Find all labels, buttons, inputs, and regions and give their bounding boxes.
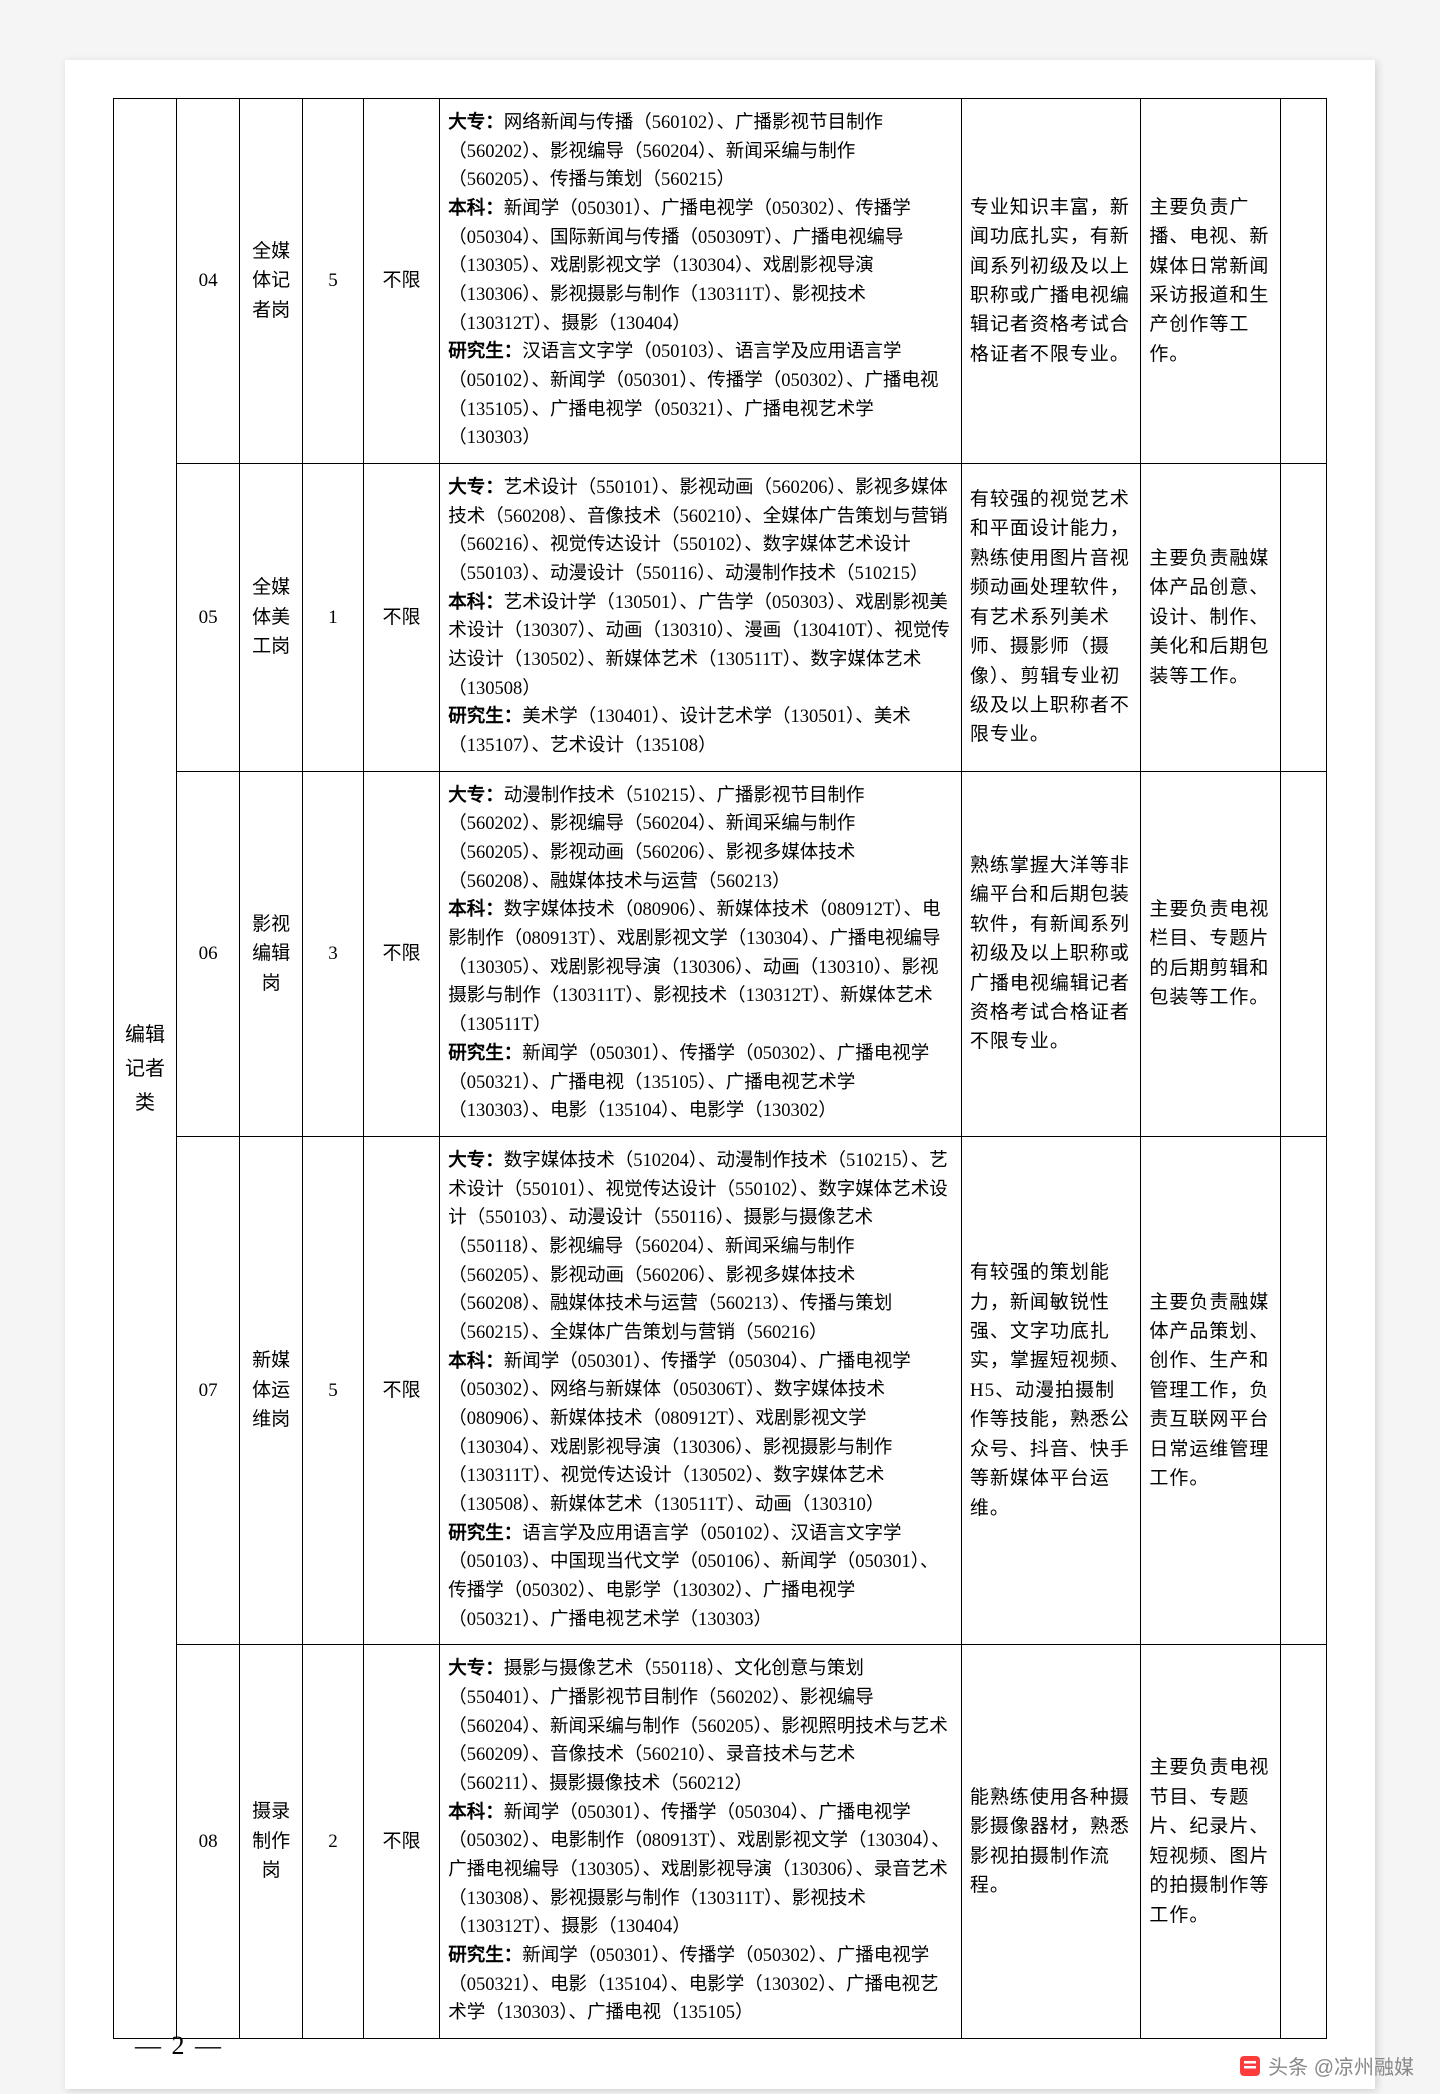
- num-cell: 1: [303, 464, 364, 772]
- num-cell: 3: [303, 771, 364, 1136]
- code-cell: 08: [177, 1645, 240, 2039]
- requirements-cell: 大专：动漫制作技术（510215）、广播影视节目制作（560202）、影视编导（…: [440, 771, 962, 1136]
- qualification-cell: 熟练掌握大洋等非编平台和后期包装软件，有新闻系列初级及以上职称或广播电视编辑记者…: [961, 771, 1141, 1136]
- empty-cell: [1280, 464, 1326, 772]
- source-watermark: 头条 @凉州融媒: [1238, 2051, 1414, 2080]
- requirements-cell: 大专：摄影与摄像艺术（550118）、文化创意与策划（550401）、广播影视节…: [440, 1645, 962, 2039]
- post-cell: 新媒体运维岗: [240, 1136, 303, 1644]
- num-cell: 2: [303, 1645, 364, 2039]
- duty-cell: 主要负责融媒体产品策划、创作、生产和管理工作，负责互联网平台日常运维管理工作。: [1141, 1136, 1280, 1644]
- qualification-cell: 能熟练使用各种摄影摄像器材，熟悉影视拍摄制作流程。: [961, 1645, 1141, 2039]
- empty-cell: [1280, 771, 1326, 1136]
- limit-cell: 不限: [363, 1645, 439, 2039]
- post-cell: 全媒体美工岗: [240, 464, 303, 772]
- code-cell: 06: [177, 771, 240, 1136]
- table-row: 07新媒体运维岗5不限大专：数字媒体技术（510204）、动漫制作技术（5102…: [114, 1136, 1327, 1644]
- table-row: 05全媒体美工岗1不限大专：艺术设计（550101）、影视动画（560206）、…: [114, 464, 1327, 772]
- num-cell: 5: [303, 99, 364, 464]
- watermark-text: 头条 @凉州融媒: [1268, 2051, 1414, 2080]
- post-cell: 摄录制作岗: [240, 1645, 303, 2039]
- qualification-cell: 有较强的视觉艺术和平面设计能力，熟练使用图片音视频动画处理软件，有艺术系列美术师…: [961, 464, 1141, 772]
- limit-cell: 不限: [363, 1136, 439, 1644]
- num-cell: 5: [303, 1136, 364, 1644]
- document-page: 编辑记者类04全媒体记者岗5不限大专：网络新闻与传播（560102）、广播影视节…: [65, 60, 1375, 2089]
- qualification-cell: 有较强的策划能力，新闻敏锐性强、文字功底扎实，掌握短视频、H5、动漫拍摄制作等技…: [961, 1136, 1141, 1644]
- code-cell: 04: [177, 99, 240, 464]
- limit-cell: 不限: [363, 771, 439, 1136]
- table-row: 06影视编辑岗3不限大专：动漫制作技术（510215）、广播影视节目制作（560…: [114, 771, 1327, 1136]
- recruitment-table: 编辑记者类04全媒体记者岗5不限大专：网络新闻与传播（560102）、广播影视节…: [113, 98, 1327, 2039]
- page-number: — 2 —: [135, 2031, 223, 2061]
- requirements-cell: 大专：网络新闻与传播（560102）、广播影视节目制作（560202）、影视编导…: [440, 99, 962, 464]
- empty-cell: [1280, 1136, 1326, 1644]
- duty-cell: 主要负责电视节目、专题片、纪录片、短视频、图片的拍摄制作等工作。: [1141, 1645, 1280, 2039]
- code-cell: 07: [177, 1136, 240, 1644]
- qualification-cell: 专业知识丰富，新闻功底扎实，有新闻系列初级及以上职称或广播电视编辑记者资格考试合…: [961, 99, 1141, 464]
- empty-cell: [1280, 1645, 1326, 2039]
- toutiao-icon: [1238, 2054, 1262, 2078]
- limit-cell: 不限: [363, 99, 439, 464]
- empty-cell: [1280, 99, 1326, 464]
- duty-cell: 主要负责电视栏目、专题片的后期剪辑和包装等工作。: [1141, 771, 1280, 1136]
- requirements-cell: 大专：艺术设计（550101）、影视动画（560206）、影视多媒体技术（560…: [440, 464, 962, 772]
- post-cell: 影视编辑岗: [240, 771, 303, 1136]
- duty-cell: 主要负责融媒体产品创意、设计、制作、美化和后期包装等工作。: [1141, 464, 1280, 772]
- post-cell: 全媒体记者岗: [240, 99, 303, 464]
- table-row: 编辑记者类04全媒体记者岗5不限大专：网络新闻与传播（560102）、广播影视节…: [114, 99, 1327, 464]
- limit-cell: 不限: [363, 464, 439, 772]
- code-cell: 05: [177, 464, 240, 772]
- duty-cell: 主要负责广播、电视、新媒体日常新闻采访报道和生产创作等工作。: [1141, 99, 1280, 464]
- requirements-cell: 大专：数字媒体技术（510204）、动漫制作技术（510215）、艺术设计（55…: [440, 1136, 962, 1644]
- category-cell: 编辑记者类: [114, 99, 177, 2039]
- category-label: 编辑记者类: [120, 1018, 170, 1120]
- table-row: 08摄录制作岗2不限大专：摄影与摄像艺术（550118）、文化创意与策划（550…: [114, 1645, 1327, 2039]
